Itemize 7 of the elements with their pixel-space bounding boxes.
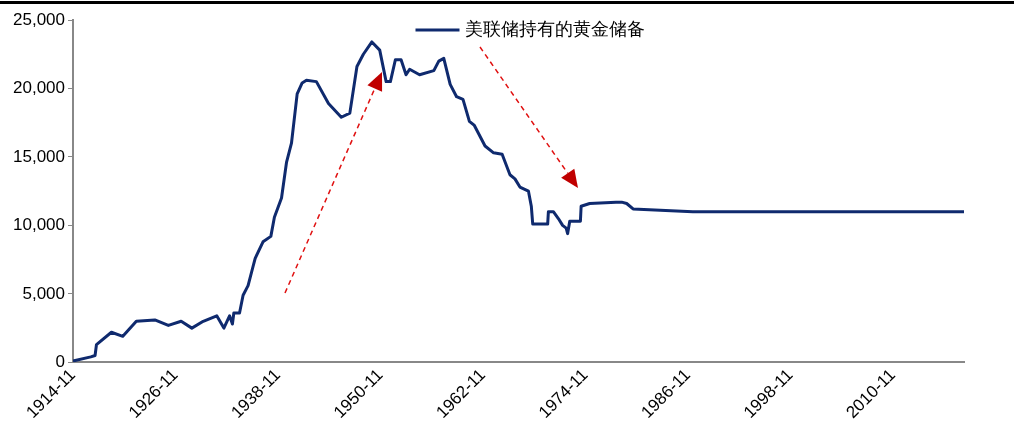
y-tick-label: 5,000 <box>22 283 65 303</box>
legend-label: 美联储持有的黄金储备 <box>465 18 646 39</box>
y-tick-label: 10,000 <box>13 215 65 235</box>
y-tick-label: 0 <box>55 352 65 372</box>
y-tick-label: 15,000 <box>13 146 65 166</box>
y-tick-label: 25,000 <box>13 9 65 29</box>
y-tick-label: 20,000 <box>13 78 65 98</box>
